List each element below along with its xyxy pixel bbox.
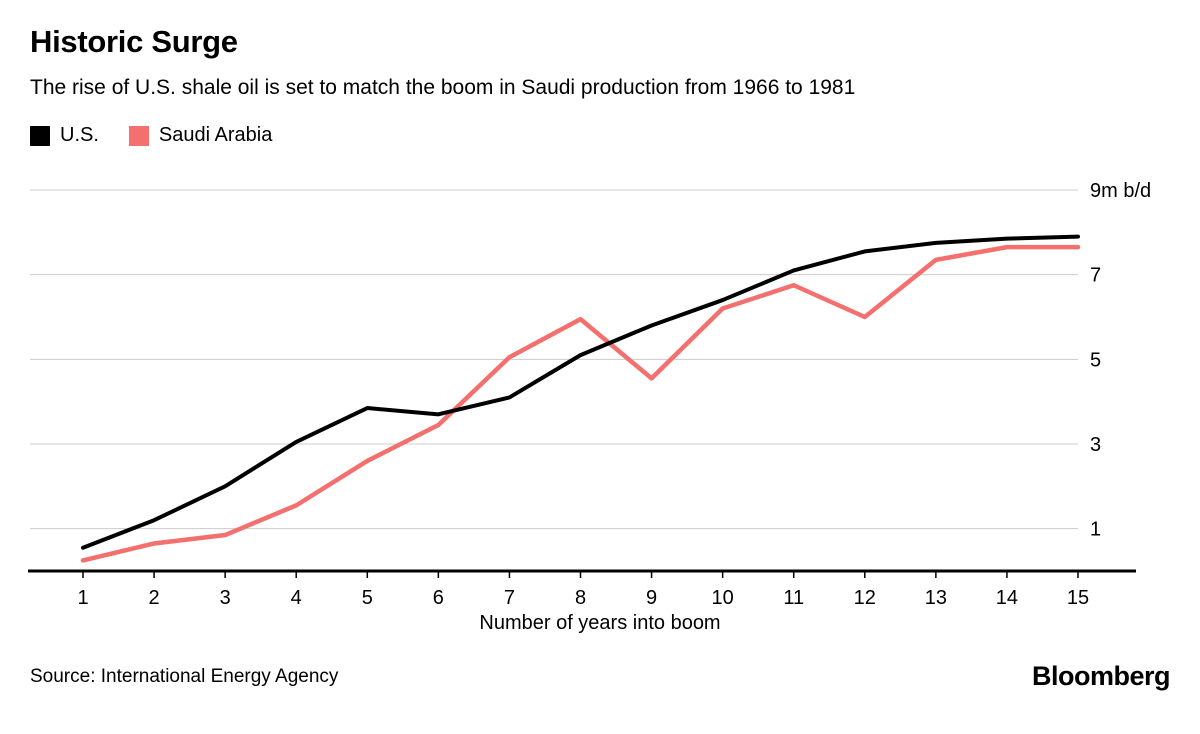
y-axis-tick-label: 9m b/d bbox=[1090, 180, 1151, 202]
y-axis-tick-label: 5 bbox=[1090, 350, 1101, 372]
source-attribution: Source: International Energy Agency bbox=[30, 665, 339, 687]
chart-subtitle: The rise of U.S. shale oil is set to mat… bbox=[30, 76, 856, 99]
legend-label-us: U.S. bbox=[60, 124, 99, 147]
x-axis-tick-label: 3 bbox=[220, 587, 231, 609]
x-axis-tick-label: 6 bbox=[433, 587, 444, 609]
x-axis-tick-label: 2 bbox=[149, 587, 160, 609]
x-axis-tick-label: 11 bbox=[783, 587, 804, 609]
x-axis-tick-label: 15 bbox=[1067, 587, 1089, 609]
series-line-u-s- bbox=[81, 234, 1080, 550]
x-axis-tick-label: 1 bbox=[77, 587, 88, 609]
legend-item-saudi-arabia: Saudi Arabia bbox=[128, 124, 273, 147]
y-axis-tick-label: 1 bbox=[1090, 519, 1101, 541]
chart-footer: Source: International Energy Agency Bloo… bbox=[0, 661, 1200, 692]
y-axis-tick-label: 7 bbox=[1090, 265, 1101, 287]
series-line-saudi-arabia bbox=[80, 245, 1081, 563]
x-axis-tick-label: 4 bbox=[291, 587, 302, 609]
x-axis-tick-label: 8 bbox=[575, 587, 586, 609]
x-axis-tick-label: 5 bbox=[362, 587, 373, 609]
x-axis-tick-label: 14 bbox=[996, 587, 1018, 609]
chart-header: Historic Surge The rise of U.S. shale oi… bbox=[0, 0, 1200, 147]
x-axis-tick-label: 10 bbox=[712, 587, 734, 609]
bloomberg-logo: Bloomberg bbox=[1031, 661, 1171, 692]
y-axis-tick-label: 3 bbox=[1090, 434, 1101, 456]
legend-item-us: U.S. bbox=[30, 124, 99, 147]
legend-swatch-saudi-arabia-icon bbox=[128, 125, 149, 146]
x-axis-tick-label: 13 bbox=[925, 587, 947, 609]
page-title: Historic Surge bbox=[30, 24, 238, 59]
legend-label-saudi-arabia: Saudi Arabia bbox=[158, 124, 273, 147]
legend-swatch-us-icon bbox=[30, 125, 50, 146]
x-axis-tick-label: 9 bbox=[646, 587, 657, 609]
x-axis-title: Number of years into boom bbox=[479, 612, 721, 635]
x-axis-tick-label: 7 bbox=[504, 587, 515, 609]
chart-legend: U.S. Saudi Arabia bbox=[30, 124, 1170, 147]
x-axis-tick-label: 12 bbox=[854, 587, 876, 609]
